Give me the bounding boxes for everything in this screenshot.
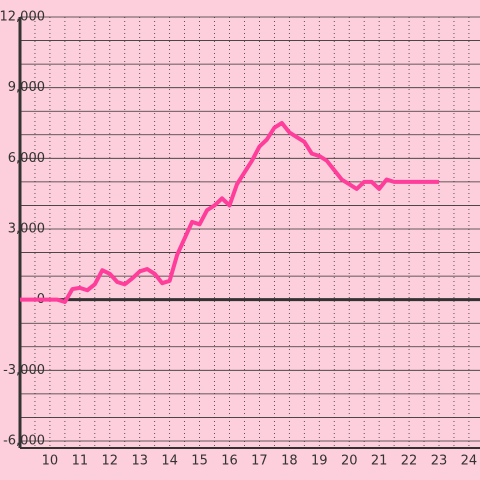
x-tick-label: 10 (42, 454, 59, 469)
y-tick-label: 9,000 (8, 80, 45, 95)
x-tick-label: 11 (72, 454, 89, 469)
x-tick-label: 14 (161, 454, 178, 469)
y-tick-label: 3,000 (8, 222, 45, 237)
x-tick-label: 23 (431, 454, 448, 469)
x-tick-label: 12 (102, 454, 119, 469)
x-tick-label: 18 (281, 454, 298, 469)
y-tick-label: 6,000 (8, 151, 45, 166)
x-tick-label: 15 (191, 454, 208, 469)
x-tick-label: 24 (461, 454, 478, 469)
x-tick-label: 13 (131, 454, 148, 469)
x-tick-label: 17 (251, 454, 268, 469)
x-tick-label: 16 (221, 454, 238, 469)
y-tick-label: -6,000 (3, 434, 45, 449)
x-tick-label: 22 (401, 454, 418, 469)
x-tick-label: 21 (371, 454, 388, 469)
x-tick-label: 20 (341, 454, 358, 469)
x-tick-label: 19 (311, 454, 328, 469)
y-tick-label: 12,000 (0, 10, 45, 25)
y-tick-label: -3,000 (3, 363, 45, 378)
data-line (20, 121, 439, 305)
